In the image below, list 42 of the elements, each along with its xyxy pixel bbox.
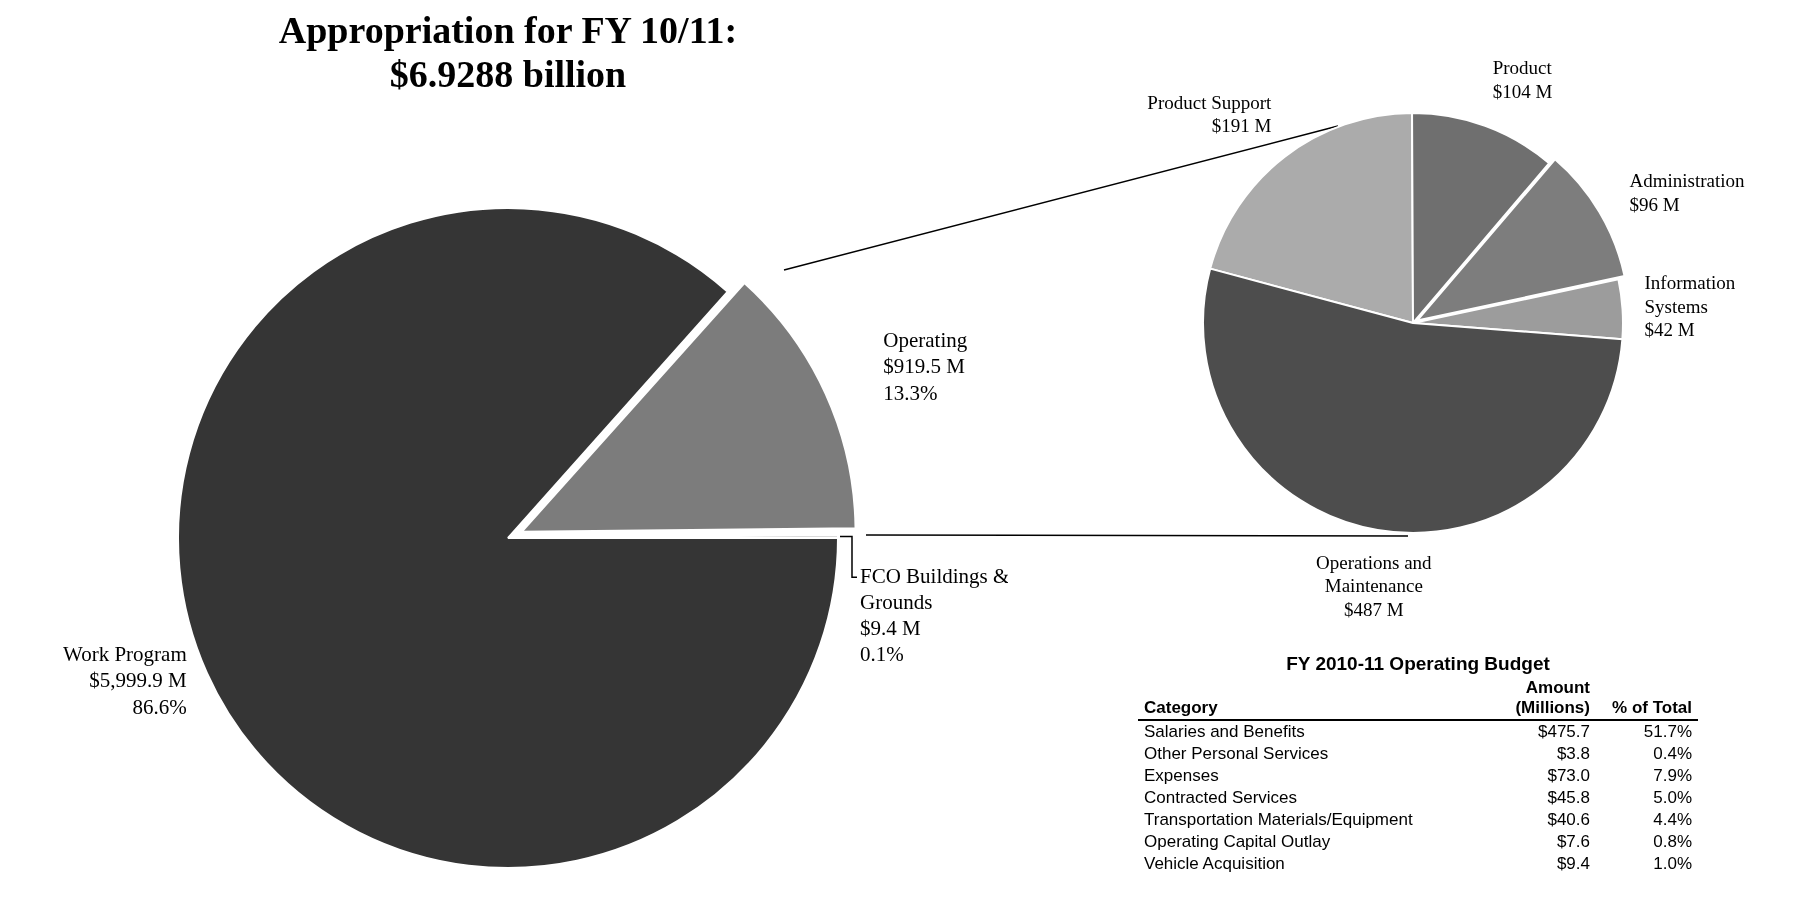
data-label: $40.6 [1546, 809, 1591, 831]
data-label: $191 M [1211, 115, 1272, 137]
category-label: Transportation Materials/Equipment [1143, 809, 1414, 831]
data-label: $475.7 [1537, 721, 1591, 743]
category-label: Other Personal Services [1143, 743, 1330, 765]
category-label: Operating Capital Outlay [1143, 831, 1332, 853]
slice-label: Work Program [63, 642, 187, 667]
category-label: Vehicle Acquisition [1143, 853, 1286, 875]
data-label: $3.8 [1555, 743, 1591, 765]
data-label: $7.6 [1555, 831, 1591, 853]
data-label: 4.4% [1652, 809, 1693, 831]
text: % of Total [1611, 697, 1693, 719]
data-label: 51.7% [1642, 721, 1693, 743]
data-label: $9.4 M 0.1% [860, 616, 921, 667]
slice-label: Administration [1629, 170, 1746, 192]
slice-label: Product [1492, 57, 1553, 79]
data-label: 0.4% [1652, 743, 1693, 765]
slice-label: Product Support [1147, 91, 1273, 113]
data-label: $5,999.9 M 86.6% [89, 668, 188, 719]
slice-label: Information Systems [1644, 271, 1736, 317]
chart-subtitle: $6.9288 billion [388, 52, 628, 96]
category-label: Contracted Services [1143, 787, 1299, 809]
chart-title: Appropriation for FY 10/11: [277, 8, 739, 52]
data-label: 0.8% [1652, 831, 1693, 853]
slice-label: Operating [883, 328, 968, 353]
data-label: 5.0% [1652, 787, 1693, 809]
slice-label: Operations and Maintenance [1316, 551, 1433, 597]
data-label: 1.0% [1652, 853, 1693, 875]
data-label: $42 M [1644, 319, 1695, 341]
data-label: $9.4 [1555, 853, 1591, 875]
text: Amount (Millions) [1514, 677, 1591, 719]
data-label: 7.9% [1652, 765, 1693, 787]
data-label: $73.0 [1546, 765, 1591, 787]
text: Category [1143, 697, 1219, 719]
text: FY 2010-11 Operating Budget [1285, 653, 1551, 675]
data-label: $487 M [1344, 599, 1404, 621]
data-label: $45.8 [1546, 787, 1591, 809]
data-label: $96 M [1629, 193, 1680, 215]
data-label: $104 M [1492, 81, 1553, 103]
data-label: $919.5 M 13.3% [883, 354, 966, 405]
category-label: Expenses [1143, 765, 1220, 787]
category-label: Salaries and Benefits [1143, 721, 1306, 743]
